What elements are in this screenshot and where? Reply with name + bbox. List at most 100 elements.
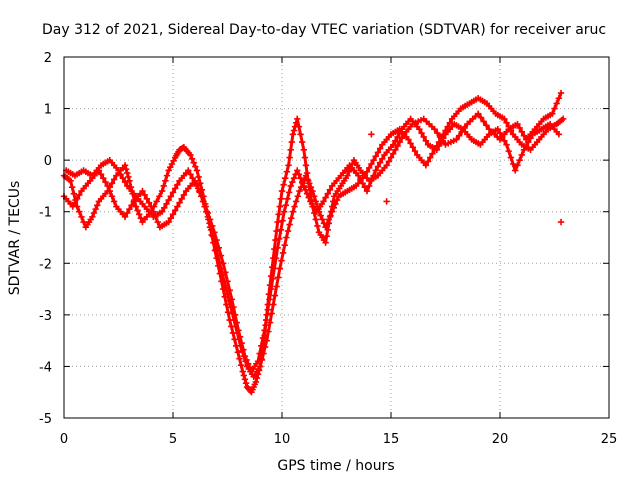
data-point [104,182,111,190]
interp-point [226,287,233,294]
data-point [274,244,281,252]
data-point [235,327,242,334]
interp-point [527,135,534,142]
interp-point [501,137,508,145]
interp-point [245,360,252,368]
interp-point [241,376,249,383]
interp-point [286,154,293,161]
interp-point [294,193,302,200]
interp-point [97,171,105,178]
data-point [219,260,227,267]
grid-layer [64,57,609,418]
interp-point [310,193,318,200]
interp-point [324,220,331,227]
interp-point [306,180,313,187]
interp-point [307,184,315,191]
x-tick-label: 25 [601,432,618,447]
interp-point [480,118,487,125]
interp-point [394,142,401,150]
interp-point [483,122,490,129]
interp-point [411,147,419,155]
interp-point [276,235,283,242]
interp-point [379,155,386,163]
interp-point [100,174,107,182]
data-point [363,187,371,195]
interp-point [505,123,512,130]
x-tick-label: 5 [169,432,177,447]
interp-point [498,133,506,141]
interp-point [283,168,291,175]
interp-point [418,129,425,137]
data-point [254,358,262,365]
data-point [416,126,423,133]
data-point [274,218,281,226]
data-point [433,146,440,154]
interp-point [262,316,270,324]
interp-point [509,160,517,168]
interp-point [117,171,124,178]
interp-point [180,191,188,199]
interp-point [427,154,434,161]
interp-point [392,137,399,145]
data-point [289,208,297,215]
outlier-point [383,198,390,205]
interp-point [240,346,247,353]
data-point [296,187,303,195]
interp-point [246,364,254,371]
interp-point [278,257,285,264]
data-point [158,208,166,215]
interp-point [440,135,447,142]
interp-point [136,211,143,218]
interp-point [224,309,232,316]
data-point [139,187,146,195]
interp-point [284,195,291,203]
interp-point [90,209,98,217]
data-point [300,182,307,190]
outlier-point [557,218,565,226]
interp-point [121,178,129,186]
y-tick-label: 1 [44,103,52,118]
interp-point [242,379,250,387]
data-point [344,172,351,179]
data-point [228,296,236,303]
interp-point [215,244,222,252]
interp-point [518,128,525,135]
interp-point [168,160,176,168]
data-point [392,146,399,154]
interp-point [282,174,289,182]
data-point [557,89,565,97]
data-point [283,234,290,241]
y-tick-label: -3 [39,309,52,324]
interp-point [128,202,135,209]
interp-point [275,211,282,218]
interp-point [145,199,153,206]
interp-point [555,95,563,102]
outlier-points [368,131,565,226]
chart-title: Day 312 of 2021, Sidereal Day-to-day VTE… [42,22,606,38]
interp-point [259,334,267,342]
interp-point [224,278,231,285]
interp-point [206,216,214,223]
data-point [69,203,76,210]
interp-point [372,153,379,160]
interp-point [272,254,280,262]
interp-point [366,182,373,190]
data-point [241,352,249,360]
interp-point [258,342,265,349]
data-point [165,167,172,174]
interp-point [68,184,76,191]
interp-point [292,198,300,205]
interp-point [522,142,530,150]
interp-point [345,168,353,175]
interp-point [326,186,334,193]
data-point [89,213,96,221]
interp-point [525,138,532,146]
interp-point [503,119,510,126]
data-point [158,187,166,195]
data-point [263,337,270,344]
interp-point [366,164,373,172]
interp-point [124,209,131,217]
interp-point [169,211,177,218]
interp-point [108,180,116,187]
